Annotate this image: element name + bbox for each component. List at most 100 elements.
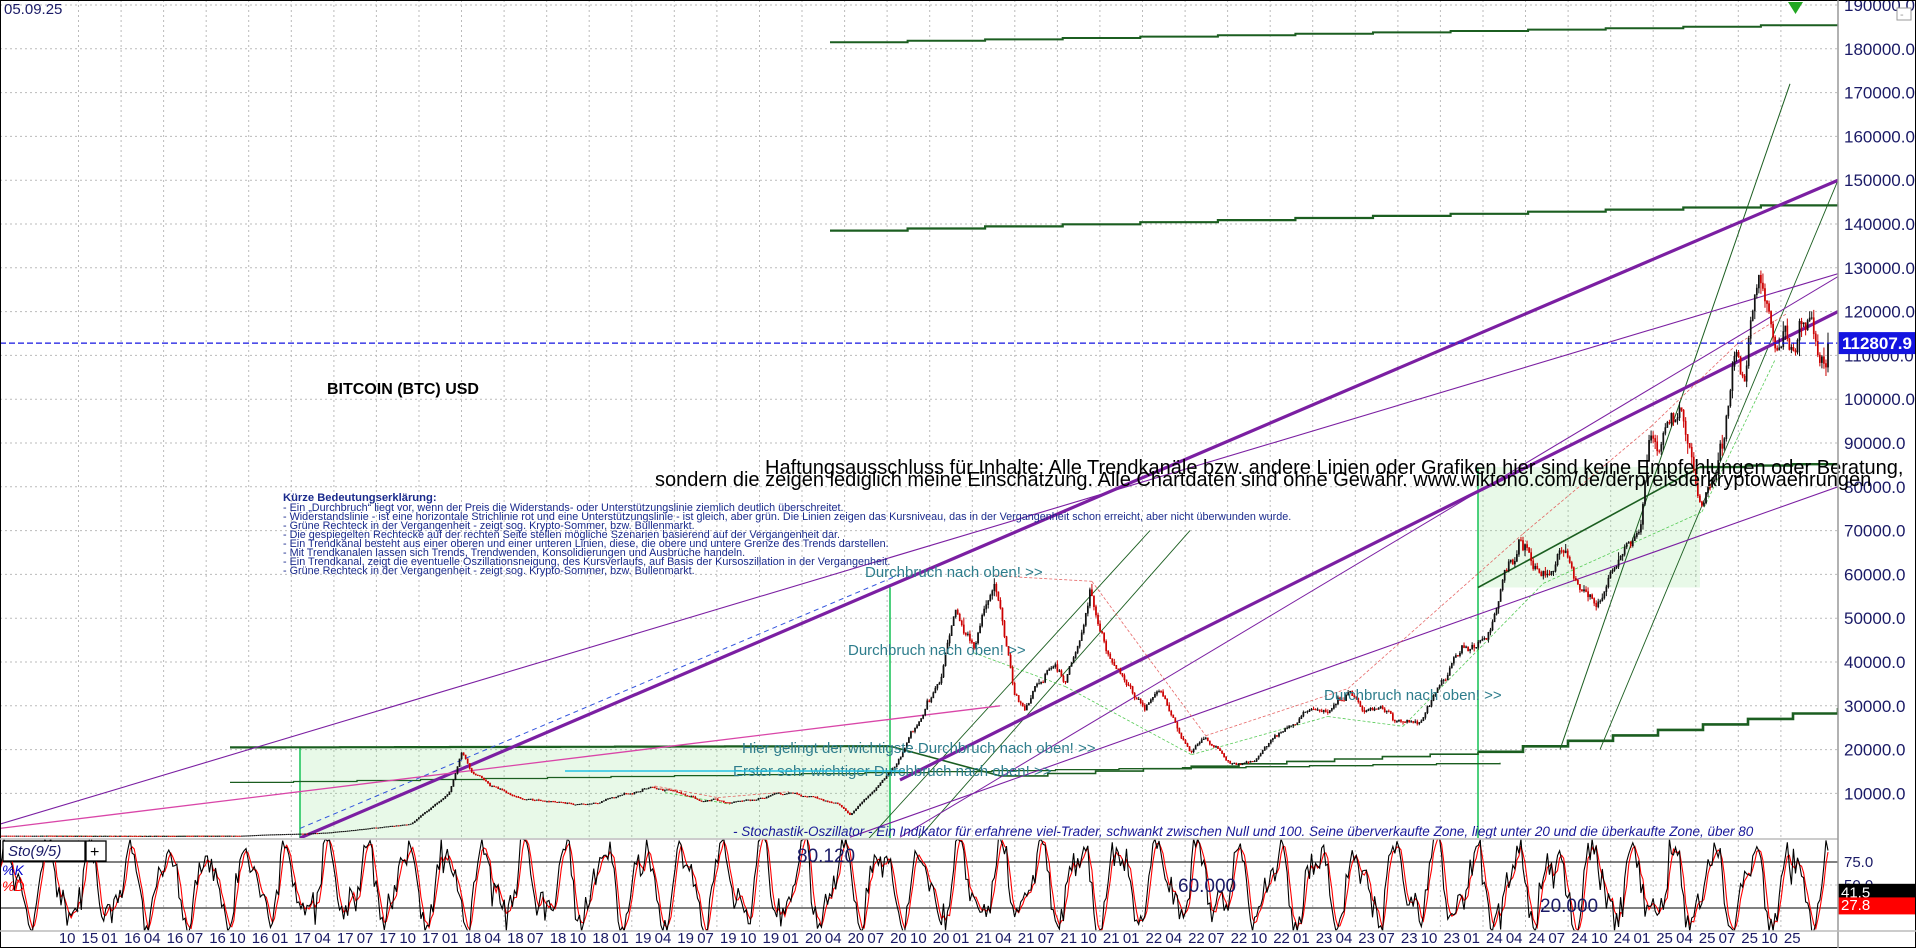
svg-text:04: 04: [144, 930, 161, 947]
svg-text:24: 24: [1529, 930, 1546, 947]
svg-text:130000.0: 130000.0: [1844, 259, 1915, 278]
svg-text:04: 04: [1336, 930, 1353, 947]
svg-text:10: 10: [1080, 930, 1097, 947]
svg-text:04: 04: [825, 930, 842, 947]
svg-text:04: 04: [995, 930, 1012, 947]
svg-text:27.8: 27.8: [1841, 897, 1870, 914]
svg-text:75.0: 75.0: [1844, 854, 1873, 871]
svg-text:19: 19: [763, 930, 780, 947]
svg-text:01: 01: [1123, 930, 1140, 947]
svg-text:%D: %D: [2, 878, 25, 894]
svg-text:17: 17: [294, 930, 311, 947]
svg-text:20000.0: 20000.0: [1844, 741, 1905, 760]
svg-text:23: 23: [1316, 930, 1333, 947]
svg-text:18: 18: [550, 930, 567, 947]
svg-text:04: 04: [484, 930, 501, 947]
svg-text:10: 10: [59, 930, 76, 947]
svg-text:sondern die zeigen lediglich m: sondern die zeigen lediglich meine Einsc…: [655, 469, 1871, 491]
svg-text:18: 18: [465, 930, 482, 947]
svg-text:23: 23: [1358, 930, 1375, 947]
svg-text:16: 16: [252, 930, 269, 947]
svg-text:01: 01: [953, 930, 970, 947]
svg-text:10: 10: [229, 930, 246, 947]
svg-text:18: 18: [592, 930, 609, 947]
svg-text:07: 07: [697, 930, 714, 947]
svg-text:01: 01: [1634, 930, 1651, 947]
svg-text:25: 25: [1699, 930, 1716, 947]
svg-text:- Stochastik-Oszillator - Ein: - Stochastik-Oszillator - Ein Indikator …: [733, 824, 1754, 839]
svg-text:22: 22: [1231, 930, 1248, 947]
svg-text:17: 17: [337, 930, 354, 947]
svg-text:04: 04: [1506, 930, 1523, 947]
svg-text:19: 19: [635, 930, 652, 947]
svg-text:24: 24: [1486, 930, 1503, 947]
svg-text:170000.0: 170000.0: [1844, 84, 1915, 103]
svg-text:70000.0: 70000.0: [1844, 522, 1905, 541]
svg-text:Durchbruch nach oben! >>: Durchbruch nach oben! >>: [1324, 687, 1502, 704]
svg-text:50000.0: 50000.0: [1844, 609, 1905, 628]
svg-text:04: 04: [1165, 930, 1182, 947]
svg-text:07: 07: [1038, 930, 1055, 947]
svg-text:- Grüne Rechteck in der Vergan: - Grüne Rechteck in der Vergangenheit - …: [283, 565, 695, 577]
svg-text:Durchbruch nach oben! >>: Durchbruch nach oben! >>: [848, 642, 1026, 659]
svg-text:80.120: 80.120: [797, 846, 855, 867]
svg-text:16: 16: [167, 930, 184, 947]
svg-text:25: 25: [1656, 930, 1673, 947]
svg-text:01: 01: [1293, 930, 1310, 947]
svg-text:07: 07: [1208, 930, 1225, 947]
svg-text:40000.0: 40000.0: [1844, 653, 1905, 672]
svg-text:07: 07: [1719, 930, 1736, 947]
svg-text:25: 25: [1784, 930, 1801, 947]
svg-text:07: 07: [357, 930, 374, 947]
svg-text:25: 25: [1741, 930, 1758, 947]
svg-text:20.000: 20.000: [1540, 896, 1598, 917]
svg-text:01: 01: [442, 930, 459, 947]
svg-text:22: 22: [1273, 930, 1290, 947]
svg-text:19: 19: [720, 930, 737, 947]
svg-text:19: 19: [677, 930, 694, 947]
svg-text:07: 07: [1378, 930, 1395, 947]
svg-text:60.000: 60.000: [1178, 876, 1236, 897]
svg-text:22: 22: [1188, 930, 1205, 947]
svg-text:04: 04: [655, 930, 672, 947]
svg-text:07: 07: [527, 930, 544, 947]
svg-text:112807.9: 112807.9: [1842, 334, 1912, 353]
svg-text:20: 20: [933, 930, 950, 947]
svg-text:01: 01: [272, 930, 289, 947]
svg-text:-: -: [1900, 9, 1904, 21]
svg-text:20: 20: [890, 930, 907, 947]
svg-text:60000.0: 60000.0: [1844, 565, 1905, 584]
svg-text:23: 23: [1401, 930, 1418, 947]
svg-text:15: 15: [82, 930, 99, 947]
svg-text:01: 01: [1463, 930, 1480, 947]
svg-text:24: 24: [1571, 930, 1588, 947]
svg-text:01: 01: [612, 930, 629, 947]
svg-text:10: 10: [910, 930, 927, 947]
svg-text:10: 10: [1591, 930, 1608, 947]
svg-text:01: 01: [101, 930, 118, 947]
svg-text:140000.0: 140000.0: [1844, 215, 1915, 234]
svg-text:BITCOIN (BTC) USD: BITCOIN (BTC) USD: [327, 381, 479, 398]
svg-text:07: 07: [867, 930, 884, 947]
svg-text:23: 23: [1443, 930, 1460, 947]
svg-text:16: 16: [209, 930, 226, 947]
svg-text:Sto(9/5): Sto(9/5): [8, 843, 61, 860]
svg-text:160000.0: 160000.0: [1844, 127, 1915, 146]
svg-text:10: 10: [570, 930, 587, 947]
svg-text:120000.0: 120000.0: [1844, 303, 1915, 322]
svg-text:10: 10: [1251, 930, 1268, 947]
svg-text:10: 10: [399, 930, 416, 947]
svg-text:90000.0: 90000.0: [1844, 434, 1905, 453]
svg-text:22: 22: [1146, 930, 1163, 947]
svg-text:30000.0: 30000.0: [1844, 697, 1905, 716]
svg-text:%K: %K: [2, 862, 24, 878]
svg-text:04: 04: [1676, 930, 1693, 947]
svg-text:+: +: [90, 844, 99, 861]
svg-text:10: 10: [1761, 930, 1778, 947]
svg-text:21: 21: [1018, 930, 1035, 947]
svg-text:100000.0: 100000.0: [1844, 390, 1915, 409]
svg-text:Durchbruch nach oben! >>: Durchbruch nach oben! >>: [865, 564, 1043, 581]
svg-text:21: 21: [1060, 930, 1077, 947]
svg-text:17: 17: [379, 930, 396, 947]
svg-text:17: 17: [422, 930, 439, 947]
